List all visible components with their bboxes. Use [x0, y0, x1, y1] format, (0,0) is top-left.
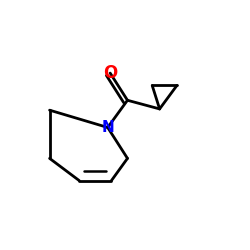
Text: N: N [101, 120, 114, 135]
Text: O: O [103, 64, 117, 82]
